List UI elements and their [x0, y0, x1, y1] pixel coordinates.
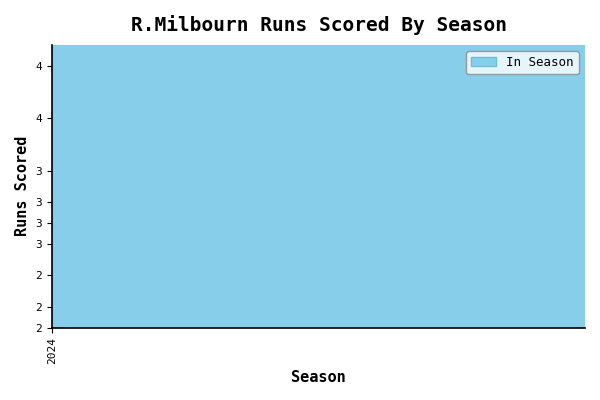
- Legend: In Season: In Season: [466, 51, 579, 74]
- X-axis label: Season: Season: [291, 370, 346, 385]
- Y-axis label: Runs Scored: Runs Scored: [15, 136, 30, 236]
- Title: R.Milbourn Runs Scored By Season: R.Milbourn Runs Scored By Season: [131, 15, 506, 35]
